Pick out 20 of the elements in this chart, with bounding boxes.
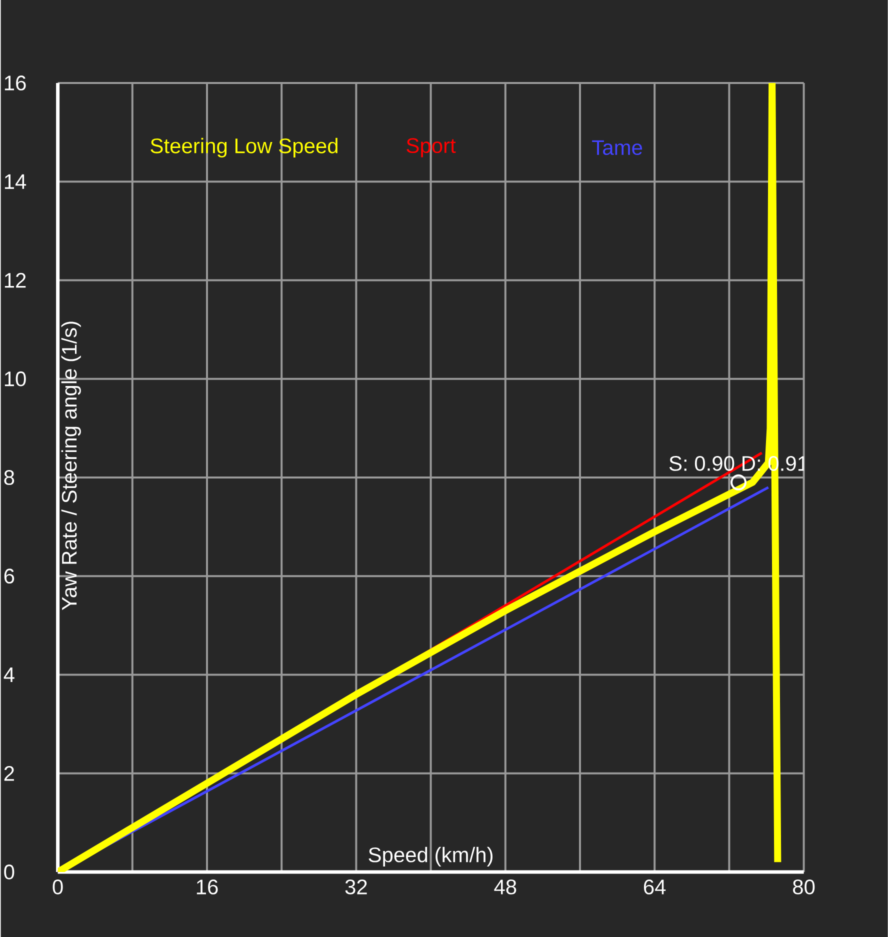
text: Sport xyxy=(406,138,456,158)
y-axis-title: Yaw Rate / Steering angle (1/s) xyxy=(61,322,82,610)
y-tick-label: 8 xyxy=(4,470,14,485)
y-tick-label: 4 xyxy=(4,668,14,682)
text: Tame xyxy=(592,140,642,156)
x-tick-label: 80 xyxy=(793,880,815,894)
y-tick-label: 0 xyxy=(4,864,14,880)
x-tick-label: 32 xyxy=(345,880,367,894)
x-tick-label: 16 xyxy=(197,880,218,894)
y-tick-label: 2 xyxy=(4,766,14,781)
y-tick-label: 14 xyxy=(5,174,26,189)
y-tick-label: 6 xyxy=(4,568,14,584)
x-tick-label: 64 xyxy=(644,880,666,894)
x-tick-label: 48 xyxy=(494,880,516,894)
y-tick-label: 12 xyxy=(5,272,26,288)
x-axis-title: Speed (km/h) xyxy=(368,846,493,866)
y-tick-label: 10 xyxy=(5,371,26,386)
x-tick-label: 0 xyxy=(52,880,63,894)
y-tick-label: 16 xyxy=(5,76,26,90)
text: Steering Low Speed xyxy=(150,138,338,158)
